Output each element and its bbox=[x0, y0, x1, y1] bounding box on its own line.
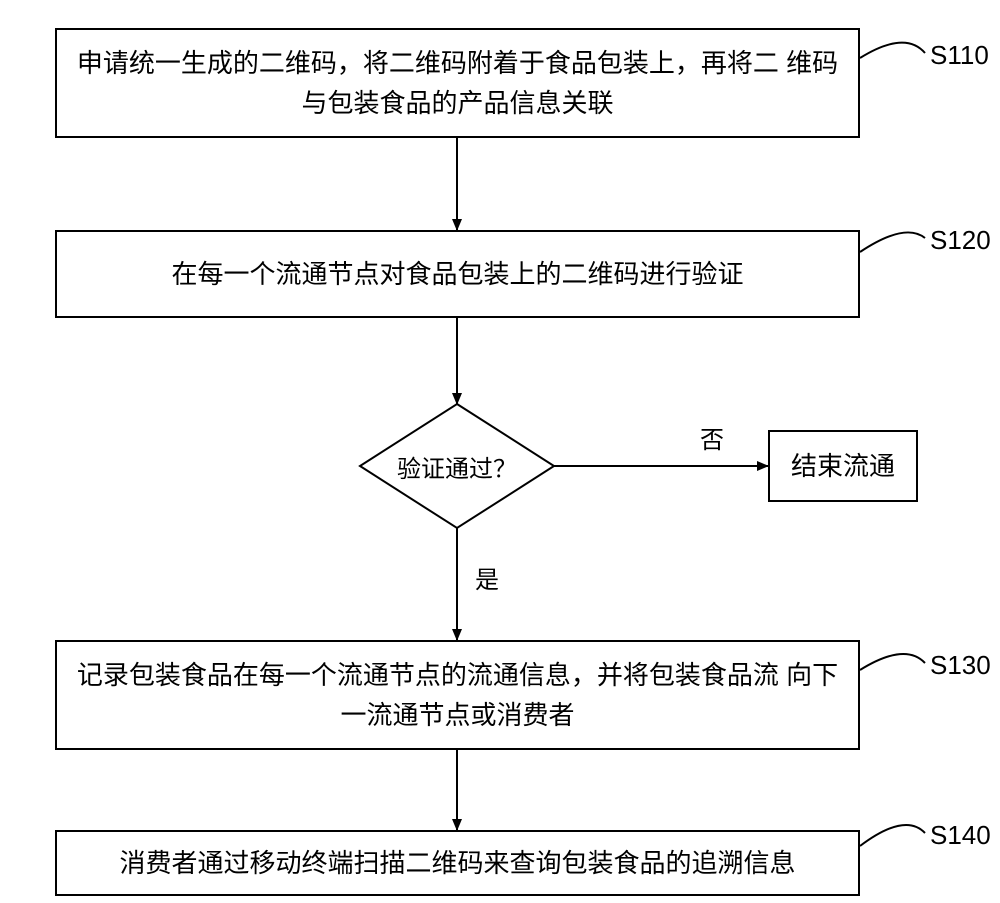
edge-label-no: 否 bbox=[700, 420, 724, 455]
end-box-text: 结束流通 bbox=[783, 442, 903, 490]
step-s140-text: 消费者通过移动终端扫描二维码来查询包装食品的追溯信息 bbox=[111, 839, 803, 887]
step-s110-text: 申请统一生成的二维码，将二维码附着于食品包装上，再将二 维码与包装食品的产品信息… bbox=[57, 39, 858, 128]
step-s120: 在每一个流通节点对食品包装上的二维码进行验证 bbox=[55, 230, 860, 318]
step-s110: 申请统一生成的二维码，将二维码附着于食品包装上，再将二 维码与包装食品的产品信息… bbox=[55, 28, 860, 138]
step-s120-text: 在每一个流通节点对食品包装上的二维码进行验证 bbox=[163, 250, 751, 298]
end-box: 结束流通 bbox=[768, 430, 918, 502]
decision-text: 验证通过？ bbox=[360, 404, 554, 528]
step-label-s140: S140 bbox=[930, 820, 991, 851]
flowchart-stage: 申请统一生成的二维码，将二维码附着于食品包装上，再将二 维码与包装食品的产品信息… bbox=[0, 0, 1000, 903]
step-s140: 消费者通过移动终端扫描二维码来查询包装食品的追溯信息 bbox=[55, 830, 860, 896]
step-s130-text: 记录包装食品在每一个流通节点的流通信息，并将包装食品流 向下一流通节点或消费者 bbox=[57, 651, 858, 740]
step-s130: 记录包装食品在每一个流通节点的流通信息，并将包装食品流 向下一流通节点或消费者 bbox=[55, 640, 860, 750]
step-label-s110: S110 bbox=[930, 40, 989, 71]
step-label-s130: S130 bbox=[930, 650, 991, 681]
step-label-s120: S120 bbox=[930, 225, 991, 256]
edge-label-yes: 是 bbox=[475, 560, 499, 595]
